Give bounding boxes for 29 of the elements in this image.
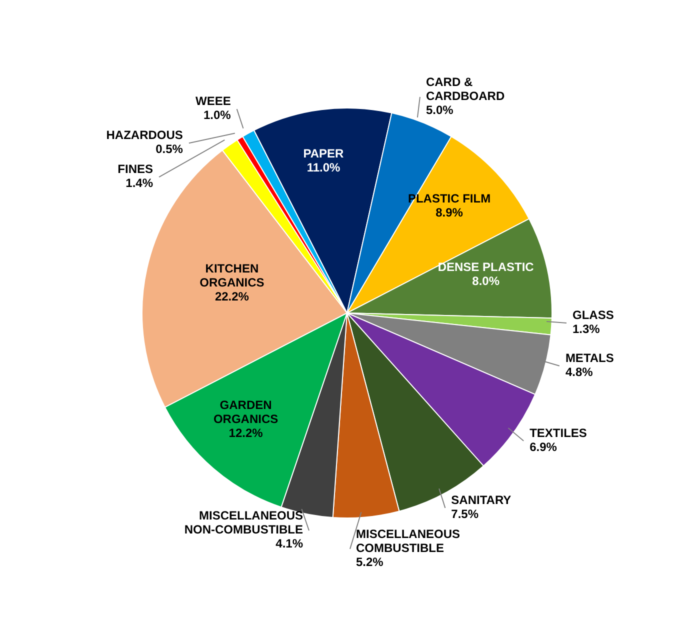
slice-label: FINES (118, 162, 154, 176)
data-label: 5.0% (426, 103, 454, 118)
slice-label: KITCHEN ORGANICS (200, 262, 264, 290)
slice-label: DENSE PLASTIC (438, 260, 534, 274)
data-label: 22.2% (214, 290, 250, 304)
data-label: 6.9% (530, 440, 558, 454)
slice-label: PAPER (303, 146, 344, 161)
slice-label: CARD & CARDBOARD (426, 75, 505, 104)
data-label: 1.4% (126, 176, 154, 190)
data-label: 7.5% (451, 507, 479, 522)
slice-label: GLASS (572, 308, 614, 322)
data-label: 11.0% (306, 160, 341, 175)
slice-label: GARDEN ORGANICS (213, 398, 278, 426)
data-label: 8.0% (472, 274, 500, 288)
slice-label: WEEE (196, 94, 231, 108)
data-label: 8.9% (436, 206, 464, 220)
data-label: 0.5% (156, 142, 184, 156)
slice-label: MISCELLANEOUS COMBUSTIBLE (356, 527, 460, 556)
slice-label: SANITARY (451, 493, 512, 508)
data-label: 12.2% (228, 426, 264, 440)
data-label: 1.3% (572, 322, 600, 336)
data-label: 4.1% (276, 536, 304, 551)
data-label: 5.2% (356, 555, 384, 570)
data-label: 1.0% (203, 108, 232, 122)
data-label: 4.8% (565, 365, 594, 380)
slice-label: TEXTILES (530, 426, 587, 440)
slice-label: MISCELLANEOUS NON-COMBUSTIBLE (184, 508, 304, 537)
slice-label: HAZARDOUS (106, 128, 183, 142)
slice-label: METALS (565, 351, 614, 366)
